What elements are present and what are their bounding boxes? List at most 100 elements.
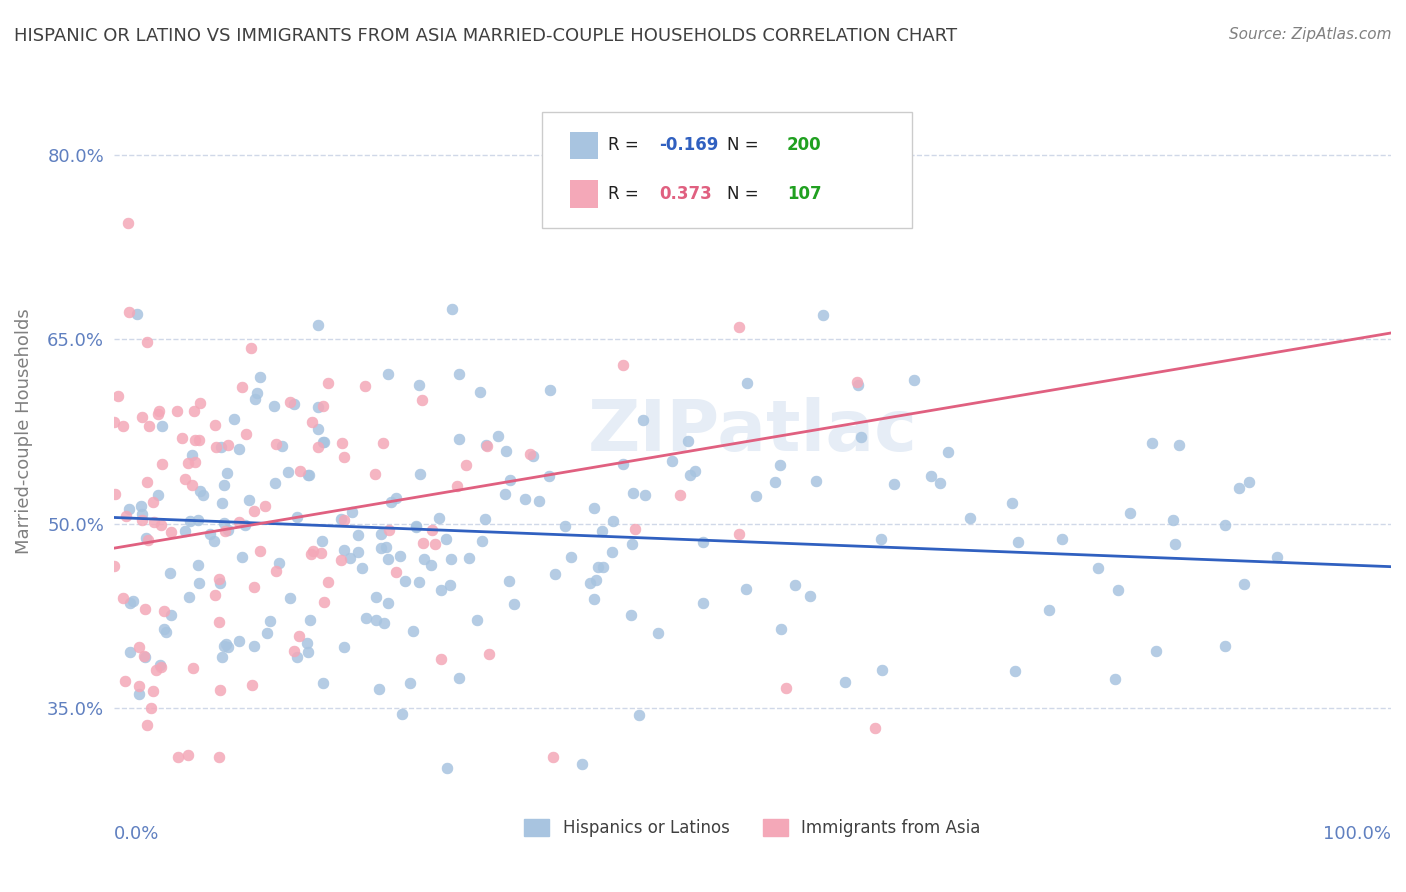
Point [330,436,353,450]
Point [188,396,211,410]
Point [187,558,209,573]
Legend: Hispanics or Latinos, Immigrants from Asia: Hispanics or Latinos, Immigrants from As… [517,813,987,844]
Text: -0.169: -0.169 [659,136,718,154]
Point [243,392,266,406]
Point [612,457,634,471]
Point [202,533,225,548]
Point [312,434,335,449]
Point [283,397,305,411]
Point [209,683,232,698]
Point [560,550,582,565]
Point [211,650,233,665]
Point [134,650,156,665]
Point [592,560,614,574]
Point [498,574,520,588]
Point [112,419,135,434]
Point [804,475,827,489]
Point [283,644,305,658]
Point [155,624,177,639]
FancyBboxPatch shape [569,180,598,208]
Point [131,514,153,528]
Point [298,467,321,482]
Y-axis label: Married-couple Households: Married-couple Households [15,309,32,554]
Point [340,505,363,519]
Text: R =: R = [607,185,650,203]
Point [312,434,335,449]
Point [411,392,433,407]
Point [141,701,163,715]
Point [180,448,202,462]
Point [1038,603,1060,617]
Text: ZIPatlас: ZIPatlас [588,397,917,466]
Point [378,523,401,537]
Point [727,527,749,541]
Point [309,546,332,560]
Point [440,552,463,566]
Point [256,626,278,640]
Point [427,510,450,524]
Point [277,465,299,479]
Point [191,488,214,502]
Point [486,429,509,443]
Point [280,591,302,606]
Point [661,454,683,468]
Point [173,472,195,486]
Point [243,639,266,653]
Point [920,468,942,483]
Point [211,496,233,510]
Point [692,595,714,609]
Point [683,464,706,478]
Point [676,434,699,448]
Point [350,561,373,575]
Point [735,376,758,391]
Point [375,540,398,554]
Point [1161,513,1184,527]
Point [177,591,200,605]
Point [436,761,458,775]
Point [307,440,329,454]
Point [679,467,702,482]
Point [366,590,388,604]
Point [783,578,806,592]
Point [475,438,498,452]
Text: R =: R = [607,136,650,154]
Point [181,661,204,675]
Point [128,687,150,701]
Point [149,658,172,673]
Text: 107: 107 [787,185,821,203]
Point [117,216,139,230]
Point [612,358,634,372]
Point [135,335,157,350]
Point [851,430,873,444]
Point [449,432,471,446]
Point [339,551,361,566]
Point [394,574,416,588]
Point [692,535,714,549]
Point [152,457,174,471]
Point [377,552,399,566]
Point [347,545,370,559]
Point [399,675,422,690]
Point [628,708,651,723]
Point [571,757,593,772]
Point [128,640,150,654]
Text: 0.0%: 0.0% [114,825,159,843]
Text: 100.0%: 100.0% [1323,825,1391,843]
Point [389,549,412,563]
Point [235,517,257,532]
Point [366,613,388,627]
Point [468,385,491,400]
Point [498,473,520,487]
Point [120,645,142,659]
Point [204,588,226,602]
Point [408,378,430,392]
Point [184,434,207,448]
Point [249,369,271,384]
Point [1265,550,1288,565]
Point [1239,475,1261,490]
Point [872,663,894,677]
Point [554,519,576,533]
Point [354,379,377,393]
Point [311,533,333,548]
Point [446,479,468,493]
